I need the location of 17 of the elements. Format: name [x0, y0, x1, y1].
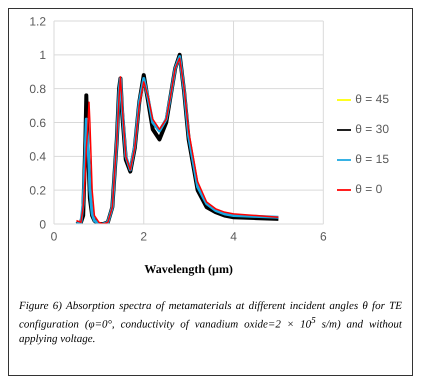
y-tick-label: 0.6 — [29, 116, 46, 130]
x-axis-title: Wavelength (µm) — [144, 262, 233, 276]
text: Figure 6) Absorption spectra of metamaterials at different incident angles θ for TE configuration (φ=0°, conductivity of vanadium oxide=2 × 10$^{5}$ s/m) and without applying voltage. — [19, 300, 402, 345]
y-tick-label: 1.2 — [29, 14, 46, 28]
x-tick-label: 4 — [230, 230, 238, 244]
x-tick-label: 2 — [140, 230, 148, 244]
y-tick-label: 1 — [39, 48, 46, 62]
legend-label: θ = 45 — [355, 92, 389, 106]
legend-label: θ = 15 — [355, 152, 389, 166]
y-tick-label: 0.4 — [29, 150, 46, 164]
y-tick-label: 0 — [39, 217, 46, 232]
x-tick-label: 0 — [50, 230, 58, 244]
y-tick-label: 0.8 — [29, 82, 46, 96]
y-tick-label: 0.2 — [29, 183, 46, 198]
x-tick-label: 6 — [320, 230, 327, 244]
legend-label: θ = 30 — [355, 122, 389, 136]
legend-label: θ = 0 — [355, 182, 382, 196]
